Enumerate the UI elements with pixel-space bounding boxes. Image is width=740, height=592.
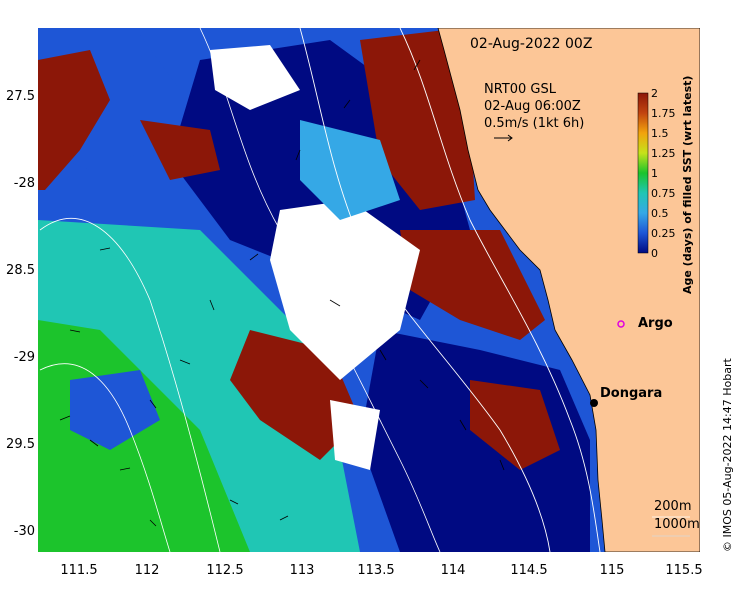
colorbar-tick-label: 1.25 (651, 147, 676, 160)
credit-text: © IMOS 05-Aug-2022 14:47 Hobart (721, 358, 734, 552)
argo-marker (617, 320, 625, 328)
colorbar-tick-label: 0.5 (651, 207, 669, 220)
no-data-north (210, 45, 300, 110)
zone-age-025-sw (70, 370, 160, 450)
x-tick-label: 114 (440, 563, 466, 578)
isobath-legend-1000m: 1000m (654, 517, 700, 532)
isobath-deep-2 (39, 218, 221, 552)
dongara-marker (590, 399, 598, 407)
isobath-deep-3 (39, 363, 171, 552)
current-arrows (59, 59, 505, 527)
colorbar-tick-label: 1 (651, 167, 658, 180)
scale-vector-label: 0.5m/s (1kt 6h) (484, 116, 585, 131)
x-tick-label: 113 (289, 563, 315, 578)
scale-vector-arrow (494, 134, 513, 142)
zone-age-2-small (140, 120, 220, 180)
place-label-argo: Argo (638, 316, 673, 331)
no-data-south (330, 400, 380, 470)
y-tick-label: 29.5 (6, 437, 35, 452)
isobath-1000m (299, 28, 551, 552)
zone-age-2-south (470, 380, 560, 470)
zone-age-2-coast (400, 230, 545, 340)
colorbar-tick-label: 1.75 (651, 107, 676, 120)
land-mass (437, 28, 700, 552)
map-title: 02-Aug-2022 00Z (470, 36, 593, 52)
place-label-dongara: Dongara (600, 386, 663, 401)
x-tick-label: 112 (134, 563, 160, 578)
isobath-deep-1 (199, 28, 441, 552)
x-tick-label: 115.5 (665, 563, 703, 578)
y-tick-label: 28.5 (6, 263, 35, 278)
colorbar-tick-label: 2 (651, 87, 658, 100)
no-data-central (270, 200, 420, 380)
y-tick-label: -28 (13, 176, 35, 191)
isobath-legend-200m: 200m (654, 499, 692, 514)
y-tick-label: -30 (13, 524, 35, 539)
x-tick-label: 111.5 (60, 563, 98, 578)
zone-age-075 (38, 220, 360, 552)
product-time: 02-Aug 06:00Z (484, 99, 581, 114)
x-tick-label: 114.5 (510, 563, 548, 578)
y-tick-label: -29 (13, 350, 35, 365)
colorbar-tick-label: 0.25 (651, 227, 676, 240)
colorbar-tick-label: 0 (651, 247, 658, 260)
x-tick-label: 112.5 (206, 563, 244, 578)
colorbar-tick-label: 1.5 (651, 127, 669, 140)
zone-age-2-west (38, 50, 110, 190)
colorbar-title: Age (days) of filled SST (wrt latest) (681, 75, 694, 294)
colorbar-tick-label: 0.75 (651, 187, 676, 200)
x-tick-label: 113.5 (357, 563, 395, 578)
y-tick-label: 27.5 (6, 89, 35, 104)
zone-age-0-south (360, 330, 590, 552)
product-label: NRT00 GSL (484, 82, 556, 97)
zone-age-2-north (360, 30, 475, 210)
x-tick-label: 115 (599, 563, 625, 578)
map-area (38, 28, 700, 552)
colorbar (637, 92, 649, 254)
isobath-200m (399, 28, 601, 552)
zone-age-05 (300, 120, 400, 220)
